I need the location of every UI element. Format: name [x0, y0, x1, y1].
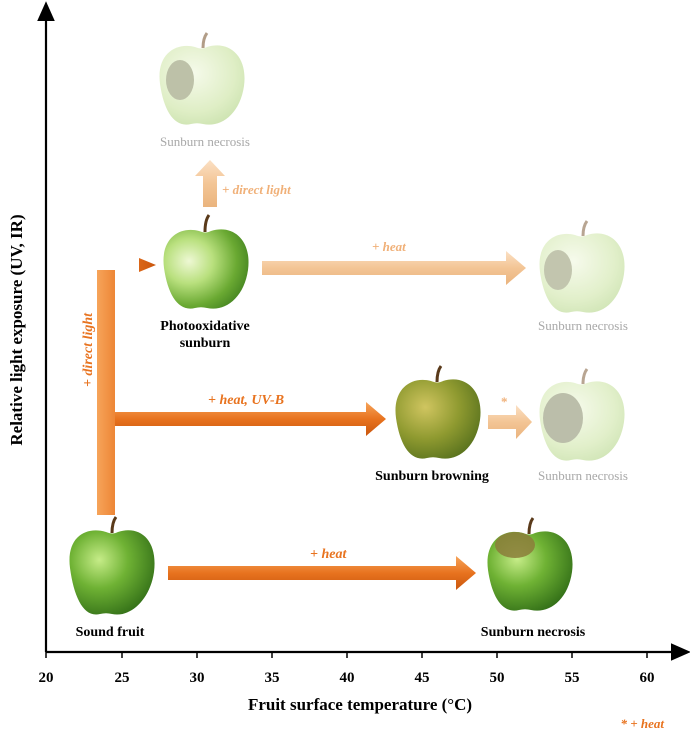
x-tick-label: 35 [265, 670, 280, 686]
sunburn-necrosis-mid-label: Sunburn necrosis [538, 318, 628, 333]
x-tick-label: 25 [115, 670, 130, 686]
footnote: * + heat [620, 716, 664, 731]
x-tick-label: 45 [415, 670, 430, 686]
apple-sunburn-necrosis-bottom [487, 517, 573, 611]
x-tick-label: 50 [490, 670, 505, 686]
x-tick-label: 20 [39, 670, 54, 686]
x-tick-label: 40 [340, 670, 355, 686]
apple-sunburn-necrosis-top [159, 32, 245, 125]
label-heat-top: + heat [372, 239, 406, 254]
x-tick-label: 60 [640, 670, 655, 686]
apple-sound-fruit [69, 516, 155, 615]
x-axis-title: Fruit surface temperature (°C) [248, 695, 472, 714]
arrow-heat-bottom [168, 556, 476, 590]
photooxidative-label-line2: sunburn [180, 336, 231, 351]
arrow-star [488, 405, 532, 439]
arrow-direct-light-up [195, 160, 225, 207]
x-tick-label: 30 [190, 670, 205, 686]
x-tick-marks [45, 652, 648, 658]
arrow-direct-light-vertical [97, 258, 156, 515]
x-tick-label: 55 [565, 670, 580, 686]
label-heat-bottom: + heat [310, 547, 347, 562]
arrow-heat-uvb [115, 402, 386, 436]
apple-sunburn-necrosis-browning [539, 368, 625, 461]
apple-sunburn-necrosis-mid [539, 220, 625, 313]
sunburn-browning-label: Sunburn browning [375, 469, 489, 484]
apple-photooxidative-sunburn [163, 214, 249, 309]
sunburn-necrosis-bottom-label: Sunburn necrosis [481, 625, 586, 640]
apple-sunburn-browning [395, 365, 481, 459]
sunburn-necrosis-top-label: Sunburn necrosis [160, 134, 250, 149]
label-heat-uvb: + heat, UV-B [208, 393, 284, 408]
label-direct-light-up: + direct light [222, 182, 291, 197]
y-axis-title: Relative light exposure (UV, IR) [7, 214, 26, 445]
arrow-heat-top [262, 251, 526, 285]
label-direct-light-vertical: + direct light [81, 312, 96, 387]
sound-fruit-label: Sound fruit [76, 625, 145, 640]
label-star: * [501, 394, 508, 409]
sunburn-necrosis-browning-label: Sunburn necrosis [538, 468, 628, 483]
photooxidative-label-line1: Photooxidative [160, 319, 249, 334]
